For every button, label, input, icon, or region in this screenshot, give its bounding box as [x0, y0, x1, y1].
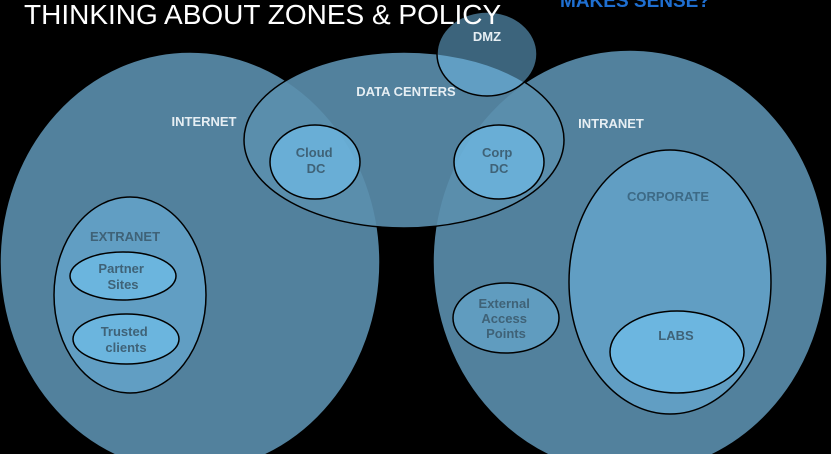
extranet-label: EXTRANET — [90, 229, 160, 244]
corporate-label: CORPORATE — [627, 189, 709, 204]
external-access-points-label: External Access Points — [479, 296, 534, 341]
cloud-dc-label-line-1: Cloud — [296, 145, 333, 160]
trusted-clients-node — [72, 313, 180, 365]
intranet-label: INTRANET — [578, 116, 644, 131]
inner-nodes — [69, 124, 745, 394]
cloud-dc-label-line-2: DC — [307, 161, 326, 176]
data-centers-label: DATA CENTERS — [356, 84, 456, 99]
external-access-points-label-line-3: Points — [486, 326, 526, 341]
dmz-zone — [436, 11, 538, 97]
corp-dc-label-line-2: DC — [490, 161, 509, 176]
dmz-label: DMZ — [473, 29, 501, 44]
slide-subtitle: MAKES SENSE? — [560, 0, 710, 12]
trusted-clients-label: Trusted clients — [101, 324, 152, 355]
partner-sites-node — [69, 251, 177, 301]
corp-dc-label-line-1: Corp — [482, 145, 512, 160]
trusted-clients-label-line-1: Trusted — [101, 324, 148, 339]
trusted-clients-label-line-2: clients — [105, 340, 146, 355]
labs-node — [609, 310, 745, 394]
slide-title: THINKING ABOUT ZONES & POLICY — [24, 0, 501, 30]
internet-label: INTERNET — [172, 114, 237, 129]
corp-dc-label: Corp DC — [482, 145, 516, 176]
external-access-points-label-line-1: External — [479, 296, 530, 311]
labs-label: LABS — [658, 328, 694, 343]
external-access-points-label-line-2: Access — [481, 311, 527, 326]
cloud-dc-label: Cloud DC — [296, 145, 336, 176]
partner-sites-label: Partner Sites — [98, 261, 147, 292]
partner-sites-label-line-1: Partner — [98, 261, 144, 276]
cloud-dc-node — [269, 124, 361, 200]
external-access-points-node — [452, 282, 560, 354]
partner-sites-label-line-2: Sites — [107, 277, 138, 292]
corp-dc-node — [453, 124, 545, 200]
